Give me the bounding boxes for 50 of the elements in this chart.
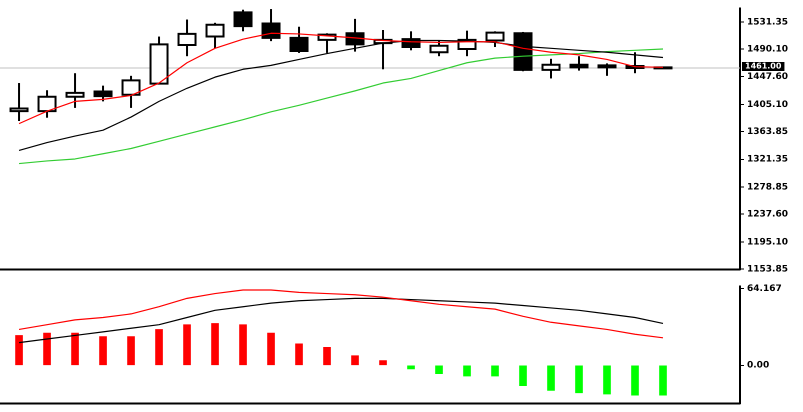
candlestick [542,58,561,80]
bar [407,366,415,370]
candlestick [598,62,617,77]
bar [127,336,135,366]
bar [183,324,191,366]
y-tick-label: 1321.35 [747,154,788,165]
y-tick-label: 1405.10 [747,100,788,110]
bar [547,366,555,391]
bar [323,347,331,366]
candlestick [94,84,113,102]
y-tick-label: 1237.60 [747,210,788,220]
bar [267,332,275,366]
y-tick-label: 1363.85 [747,126,788,137]
bar [435,366,443,374]
y-tick-label: 0.00 [747,360,770,371]
bar [519,366,527,386]
candlestick [122,74,141,109]
bar [71,332,79,366]
candlestick [570,55,589,72]
candlestick [10,82,29,122]
candlestick [262,8,281,42]
bar [659,366,667,396]
y-tick-label: 1490.10 [747,44,788,54]
bar [295,343,303,366]
bar [43,332,51,366]
candlestick [178,18,197,58]
candlestick [234,8,253,32]
y-tick-label: 1447.60 [747,72,788,82]
candlestick [206,22,225,50]
candlestick [66,72,85,109]
bar [99,336,107,366]
y-tick-label: 64.167 [747,284,782,294]
y-tick-label: 1531.35 [747,17,788,28]
bar [155,329,163,366]
candlestick [290,26,309,54]
bar [239,324,247,366]
ref-line-label: 1461.00 [745,62,782,71]
bar [15,335,23,366]
bar [379,360,387,366]
bar [351,355,359,366]
y-tick-label: 1195.10 [747,237,788,248]
bar [631,366,639,396]
bar [575,366,583,394]
candlestick [38,89,57,119]
bar [491,366,499,376]
y-tick-label: 1153.85 [747,264,788,274]
bar [211,323,219,366]
bar [603,366,611,394]
bar [463,366,471,376]
y-tick-label: 1278.85 [747,182,788,193]
